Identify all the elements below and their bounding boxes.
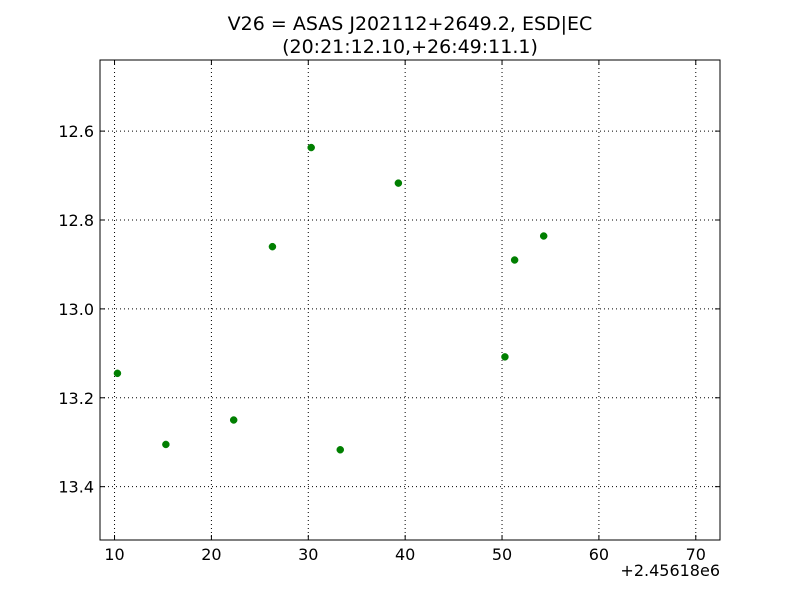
data-point [336, 446, 344, 454]
x-axis-offset-label: +2.45618e6 [620, 561, 720, 580]
chart-title-line2: (20:21:12.10,+26:49:11.1) [282, 36, 538, 58]
data-point [501, 353, 509, 361]
grid-lines [100, 60, 720, 540]
y-tick-label: 13.4 [58, 478, 94, 497]
x-tick-label: 20 [201, 545, 221, 564]
data-point [268, 242, 277, 251]
data-point [510, 256, 519, 264]
data-point [162, 440, 170, 449]
data-point [394, 179, 403, 187]
axis-ticks: 10 20 30 40 50 60 70 12.6 12.8 13.0 13.2 13.4 [58, 60, 720, 564]
data-points [113, 143, 548, 454]
data-point [229, 416, 238, 424]
y-tick-label: 13.0 [58, 300, 94, 319]
x-tick-label: 50 [492, 545, 512, 564]
x-tick-label: 10 [104, 545, 124, 564]
y-tick-label: 13.2 [58, 389, 94, 408]
data-point [539, 232, 548, 240]
data-point [307, 143, 315, 152]
plot-area-frame [99, 59, 721, 541]
x-tick-label: 40 [395, 545, 415, 564]
y-tick-label: 12.6 [58, 122, 94, 141]
y-tick-label: 12.8 [58, 211, 94, 230]
x-tick-label: 60 [589, 545, 609, 564]
chart-title-line1: V26 = ASAS J202112+2649.2, ESD|EC [228, 13, 593, 35]
x-tick-label: 30 [298, 545, 318, 564]
x-tick-label: 70 [686, 545, 706, 564]
data-point [113, 369, 122, 378]
